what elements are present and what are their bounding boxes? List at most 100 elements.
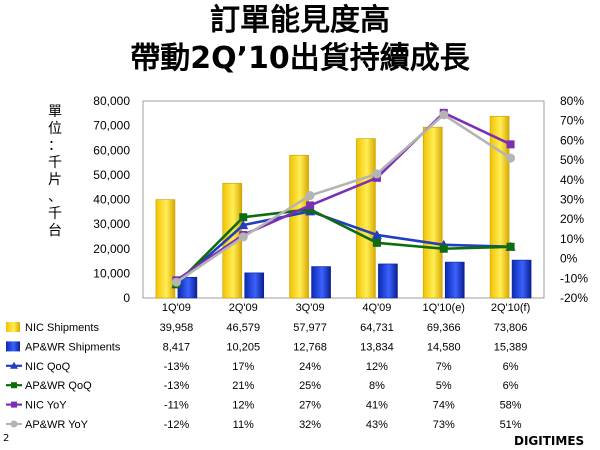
unit-char: ： xyxy=(48,138,62,154)
bar-apwr-shipments xyxy=(378,263,398,299)
y-left-tick-label: 40,000 xyxy=(93,193,130,207)
table-cell: 10,205 xyxy=(226,341,260,353)
y-right-tick-label: 30% xyxy=(560,193,584,207)
bar-nic-shipments xyxy=(155,199,176,299)
bar-nic-shipments xyxy=(289,154,309,299)
table-cell: 6% xyxy=(503,380,519,392)
x-tick-label: 1Q'10(e) xyxy=(423,302,465,314)
y-right-tick-label: 40% xyxy=(560,173,584,187)
y-right-tick-label: 10% xyxy=(560,232,584,246)
table-cell: 46,579 xyxy=(226,322,260,334)
marker-apwr-qoq xyxy=(239,213,248,222)
table-cell: 8% xyxy=(369,380,385,392)
x-tick-label: 4Q'09 xyxy=(362,302,391,314)
y-left-tick-label: 80,000 xyxy=(93,94,130,108)
table-cell: 15,389 xyxy=(494,341,528,353)
legend-marker xyxy=(10,420,18,428)
marker-apwr-yoy xyxy=(506,153,516,163)
marker-apwr-yoy xyxy=(372,169,382,179)
marker-apwr-yoy xyxy=(238,232,248,242)
table-row-label: AP&WR Shipments xyxy=(25,341,121,353)
table-row-label: AP&WR YoY xyxy=(25,419,89,431)
table-cell: 64,731 xyxy=(360,322,394,334)
bar-apwr-shipments xyxy=(311,266,331,299)
y-left-tick-label: 30,000 xyxy=(93,217,130,231)
table-cell: 13,834 xyxy=(360,341,394,353)
table-cell: 5% xyxy=(436,380,452,392)
table-cell: 74% xyxy=(433,400,455,412)
table-cell: 73,806 xyxy=(494,322,528,334)
chart-title-line2: 帶動2Q’10出貨持續成長 xyxy=(130,41,470,76)
table-cell: -13% xyxy=(164,361,190,373)
y-right-tick-label: 20% xyxy=(560,212,584,226)
plot-area xyxy=(142,100,545,299)
table-cell: -12% xyxy=(164,419,190,431)
table-cell: 14,580 xyxy=(427,341,461,353)
bar-nic-shipments xyxy=(422,126,443,299)
table-cell: 17% xyxy=(232,361,254,373)
x-tick-label: 3Q'09 xyxy=(296,302,325,314)
marker-apwr-qoq xyxy=(439,244,448,253)
table-row-label: AP&WR QoQ xyxy=(25,380,92,392)
y-right-tick-label: 60% xyxy=(560,133,584,147)
table-cell: 8,417 xyxy=(163,341,191,353)
table-cell: 51% xyxy=(500,419,522,431)
legend-key xyxy=(6,322,20,332)
table-cell: -11% xyxy=(164,400,189,412)
marker-nic-qoq xyxy=(371,229,382,239)
chart-title-line1: 訂單能見度高 xyxy=(210,3,390,38)
line-apwr-yoy xyxy=(175,113,512,284)
line-nic-qoq xyxy=(175,209,511,286)
legend-marker xyxy=(11,401,17,408)
table-row-label: NIC QoQ xyxy=(25,361,71,373)
table-row-label: NIC YoY xyxy=(25,400,67,412)
y-axis-unit-label: 單 位 ： 千 片 、 千 台 xyxy=(47,104,63,240)
x-tick-label: 1Q'09 xyxy=(162,302,191,314)
bar-apwr-shipments xyxy=(511,259,532,299)
table-cell: 73% xyxy=(433,419,455,431)
legend-marker xyxy=(11,382,17,389)
y-left-tick-label: 0 xyxy=(123,291,130,305)
unit-char: 片 xyxy=(48,172,62,188)
marker-apwr-qoq xyxy=(506,242,515,251)
table-cell: 7% xyxy=(436,361,452,373)
y-right-tick-label: 70% xyxy=(560,114,584,128)
marker-nic-yoy xyxy=(306,201,315,210)
x-tick-label: 2Q'09 xyxy=(229,302,258,314)
y-right-tick-label: 80% xyxy=(560,94,584,108)
y-left-tick-label: 70,000 xyxy=(93,119,130,133)
y-right-tick-label: -10% xyxy=(560,271,588,285)
table-cell: 24% xyxy=(299,361,321,373)
unit-char: 台 xyxy=(48,223,62,239)
y-right-tick-label: 50% xyxy=(560,153,584,167)
table-row-label: NIC Shipments xyxy=(25,322,99,334)
bar-nic-shipments xyxy=(356,138,376,299)
marker-apwr-yoy xyxy=(439,110,449,120)
unit-char: 千 xyxy=(48,155,62,171)
unit-char: 千 xyxy=(48,206,62,222)
y-left-tick-label: 60,000 xyxy=(93,143,130,157)
table-cell: 12% xyxy=(232,400,254,412)
table-cell: 69,366 xyxy=(427,322,461,334)
legend-key xyxy=(6,341,20,352)
bar-apwr-shipments xyxy=(444,261,465,299)
marker-apwr-yoy xyxy=(305,191,315,201)
unit-char: 、 xyxy=(48,189,62,205)
bar-nic-shipments xyxy=(489,115,510,299)
y-left-tick-label: 10,000 xyxy=(93,266,130,280)
unit-char: 單 xyxy=(48,104,62,120)
table-cell: 57,977 xyxy=(293,322,327,334)
marker-apwr-yoy xyxy=(171,277,181,287)
y-left-tick-label: 50,000 xyxy=(93,168,130,182)
table-cell: 6% xyxy=(503,361,519,373)
table-cell: 21% xyxy=(232,380,254,392)
table-cell: 12% xyxy=(366,361,388,373)
marker-apwr-qoq xyxy=(372,238,381,247)
y-right-tick-label: 0% xyxy=(560,252,578,266)
table-cell: 27% xyxy=(299,400,321,412)
table-cell: 12,768 xyxy=(293,341,327,353)
marker-nic-qoq xyxy=(238,220,249,230)
table-cell: 43% xyxy=(366,419,388,431)
line-nic-yoy xyxy=(175,111,512,282)
